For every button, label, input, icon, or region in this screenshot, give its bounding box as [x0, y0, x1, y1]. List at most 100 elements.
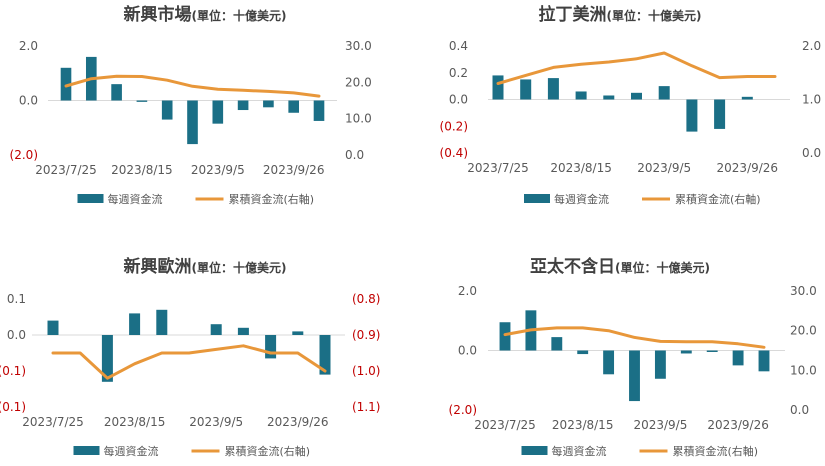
legend-bar-label: 每週資金流 — [104, 444, 159, 458]
chart-title: 拉丁美洲(單位：十億美元) — [539, 4, 702, 25]
weekly-flow-bar — [654, 350, 666, 379]
right-tick-label: 30.0 — [345, 39, 372, 53]
weekly-flow-bar — [288, 100, 300, 113]
chart-title-unit: (單位：十億美元) — [615, 260, 710, 275]
right-tick-label: 10.0 — [345, 112, 372, 126]
weekly-flow-bar — [237, 100, 249, 111]
weekly-flow-bar — [603, 350, 615, 375]
legend-line-label: 累積資金流(右軸) — [675, 192, 761, 206]
chart-panel-1: 新興市場(單位：十億美元) (2.0) 0.0 2.0 0.0 10.0 20.0 30.0 2… — [10, 4, 372, 206]
right-tick-label: (1.1) — [352, 400, 380, 414]
chart-title-name: 拉丁美洲 — [539, 4, 607, 25]
weekly-flow-bar — [101, 335, 113, 382]
legend-line-label: 累積資金流(右軸) — [229, 192, 315, 206]
cumulative-flow-line — [503, 326, 766, 349]
x-tick-label: 2023/7/25 — [35, 163, 97, 177]
weekly-flow-bar — [187, 100, 198, 145]
right-tick-label: (0.8) — [352, 292, 380, 306]
right-tick-label: 0.0 — [345, 148, 364, 162]
legend-bar-swatch — [73, 446, 100, 455]
x-tick-label: 2023/9/5 — [191, 163, 245, 177]
chart-panel-4: 亞太不含日(單位：十億美元) (2.0) 0.0 2.0 0.0 10.0 20.0 30.0… — [449, 256, 817, 458]
x-tick-label: 2023/9/26 — [263, 163, 325, 177]
weekly-flow-bar — [706, 350, 718, 352]
legend-bar-swatch — [77, 194, 104, 203]
x-tick-label: 2023/9/26 — [707, 418, 769, 432]
weekly-flow-bar — [47, 320, 59, 335]
left-tick-label: 0.0 — [7, 328, 26, 342]
cumulative-flow-line — [51, 344, 327, 380]
weekly-flow-bar — [60, 67, 72, 101]
chart-panel-2: 拉丁美洲(單位：十億美元) (0.4) (0.2) 0.0 0.2 0.4 0.0 1.0 2.… — [440, 4, 822, 206]
chart-title-name: 新興歐洲 — [124, 256, 192, 277]
right-tick-label: 0.0 — [802, 146, 821, 160]
weekly-flow-bar — [732, 350, 744, 366]
legend-bar-swatch — [524, 194, 550, 203]
weekly-flow-bar — [629, 350, 640, 402]
right-tick-label: 10.0 — [790, 363, 817, 377]
weekly-flow-bar — [741, 96, 753, 100]
x-tick-label: 2023/7/25 — [474, 418, 536, 432]
weekly-flow-bar — [575, 91, 587, 100]
right-tick-label: 2.0 — [802, 39, 821, 53]
left-tick-label: 0.0 — [458, 344, 477, 358]
x-tick-label: 2023/9/5 — [637, 161, 691, 175]
x-tick-label: 2023/8/15 — [104, 415, 166, 429]
right-tick-label: (1.0) — [352, 364, 380, 378]
left-tick-label: 0.0 — [19, 94, 38, 108]
chart-panel-3: 新興歐洲(單位：十億美元) (0.1) (0.1) 0.0 0.1 (1.1) (1.0) (… — [0, 256, 380, 458]
weekly-flow-bar — [111, 84, 122, 101]
left-tick-label: 2.0 — [19, 39, 38, 53]
legend-line-label: 累積資金流(右軸) — [673, 444, 759, 458]
chart-title-unit: (單位：十億美元) — [607, 8, 702, 23]
weekly-flow-bar — [136, 100, 148, 102]
left-tick-label: 0.4 — [449, 39, 468, 53]
left-tick-label: (0.1) — [0, 364, 26, 378]
weekly-flow-bar — [631, 92, 642, 100]
chart-title: 亞太不含日(單位：十億美元) — [530, 256, 710, 277]
right-tick-label: 0.0 — [790, 403, 809, 417]
chart-title-unit: (單位：十億美元) — [192, 260, 287, 275]
x-tick-label: 2023/8/15 — [111, 163, 173, 177]
cumulative-flow-line — [496, 51, 777, 85]
chart-title-name: 新興市場 — [124, 4, 192, 25]
left-tick-label: (0.1) — [0, 400, 26, 414]
x-tick-label: 2023/9/5 — [189, 415, 243, 429]
cumulative-flow-line — [64, 74, 321, 98]
right-tick-label: 30.0 — [790, 284, 817, 298]
left-tick-label: 0.2 — [449, 66, 468, 80]
chart-title: 新興歐洲(單位：十億美元) — [124, 256, 287, 277]
weekly-flow-bar — [686, 99, 698, 132]
chart-title-unit: (單位：十億美元) — [192, 8, 287, 23]
weekly-flow-bar — [520, 79, 532, 100]
right-tick-label: 20.0 — [345, 75, 372, 89]
legend-bar-swatch — [521, 446, 548, 455]
left-tick-label: 0.0 — [449, 93, 468, 107]
x-tick-label: 2023/9/26 — [267, 415, 329, 429]
chart-title: 新興市場(單位：十億美元) — [124, 4, 287, 25]
weekly-flow-bar — [680, 350, 692, 354]
x-tick-label: 2023/8/15 — [550, 161, 612, 175]
legend-bar-label: 每週資金流 — [554, 192, 609, 206]
weekly-flow-bar — [292, 331, 304, 335]
weekly-flow-bar — [658, 86, 670, 100]
weekly-flow-bar — [499, 322, 511, 351]
x-tick-label: 2023/9/5 — [633, 418, 687, 432]
right-tick-label: (0.9) — [352, 328, 380, 342]
right-tick-label: 1.0 — [802, 93, 821, 107]
left-tick-label: 0.1 — [7, 292, 26, 306]
left-tick-label: (0.2) — [440, 119, 468, 133]
weekly-flow-bar — [313, 100, 325, 121]
left-tick-label: (2.0) — [449, 403, 477, 417]
weekly-flow-bar — [492, 75, 504, 100]
weekly-flow-bar — [551, 337, 563, 351]
left-tick-label: (0.4) — [440, 146, 468, 160]
weekly-flow-bar — [758, 350, 770, 372]
x-tick-label: 2023/7/25 — [467, 161, 529, 175]
left-tick-label: 2.0 — [458, 284, 477, 298]
weekly-flow-bar — [161, 100, 173, 120]
weekly-flow-bar — [129, 313, 141, 335]
weekly-flow-bar — [263, 100, 274, 108]
legend-bar-label: 每週資金流 — [552, 444, 607, 458]
weekly-flow-bar — [547, 78, 559, 100]
